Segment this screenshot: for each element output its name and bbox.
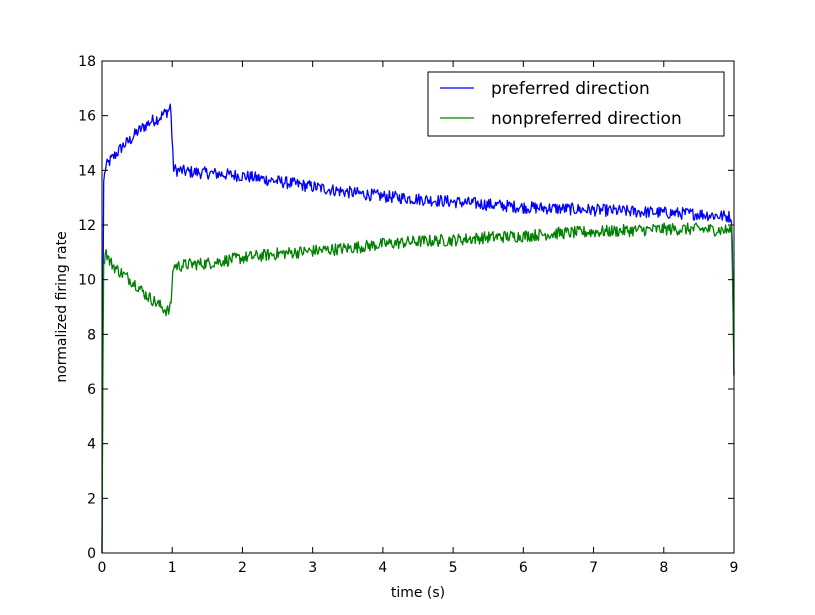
x-tick-label: 6 <box>519 560 528 576</box>
x-tick-label: 0 <box>98 560 107 576</box>
legend-box <box>427 71 725 137</box>
y-axis-label: normalized firing rate <box>54 231 70 382</box>
series-line-2 <box>101 222 735 554</box>
x-tick-label: 8 <box>659 560 668 576</box>
y-tick-label: 10 <box>78 273 96 289</box>
y-tick-label: 12 <box>78 218 96 234</box>
legend-label-2: nonpreferred direction <box>491 109 682 129</box>
legend: preferred direction nonpreferred directio… <box>427 71 725 137</box>
y-tick-label: 0 <box>87 546 96 562</box>
y-tick-label: 4 <box>87 437 96 453</box>
x-tick-label: 4 <box>378 560 387 576</box>
x-tick-label: 1 <box>168 560 177 576</box>
x-axis-label: time (s) <box>391 585 445 601</box>
y-tick-label: 8 <box>87 327 96 343</box>
y-tick-label: 14 <box>78 163 96 179</box>
legend-label-1: preferred direction <box>491 79 650 99</box>
x-tick-label: 2 <box>238 560 247 576</box>
x-tick-label: 5 <box>449 560 458 576</box>
x-tick-label: 3 <box>308 560 317 576</box>
x-tick-label: 9 <box>730 560 739 576</box>
y-tick-label: 2 <box>87 491 96 507</box>
x-tick-label: 7 <box>589 560 598 576</box>
y-tick-label: 18 <box>78 54 96 70</box>
y-tick-label: 16 <box>78 109 96 125</box>
series-line-1 <box>101 103 735 554</box>
y-tick-label: 6 <box>87 382 96 398</box>
plot-frame <box>101 60 735 554</box>
plot-area <box>101 103 735 554</box>
